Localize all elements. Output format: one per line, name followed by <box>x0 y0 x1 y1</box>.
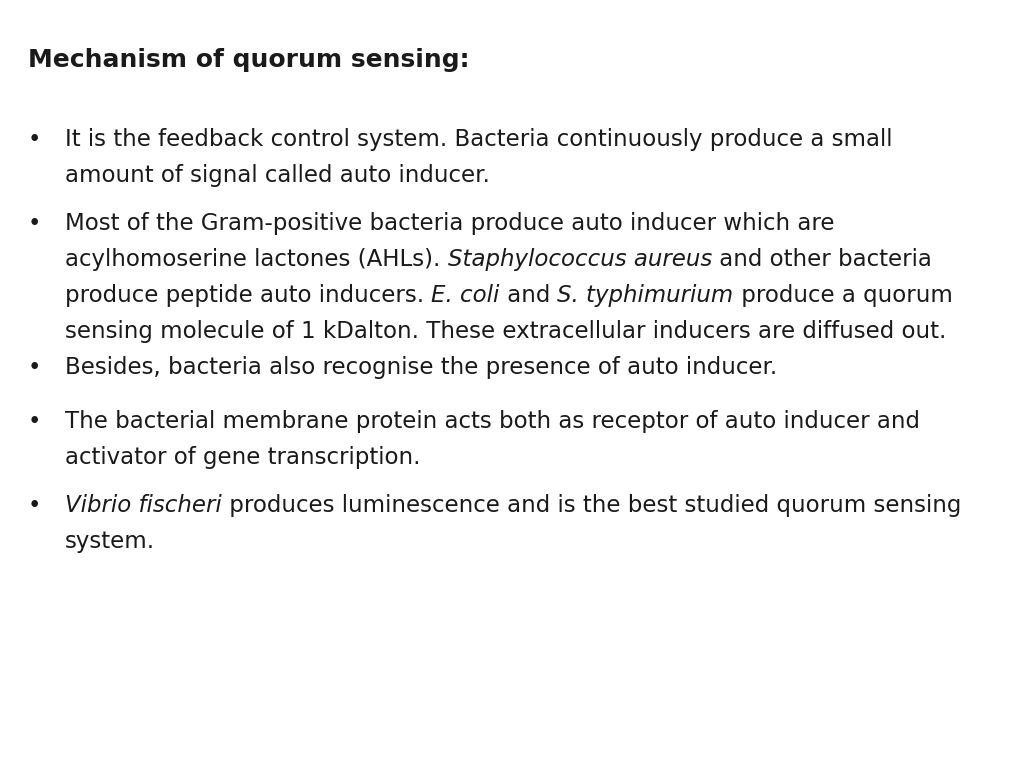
Text: Besides, bacteria also recognise the presence of auto inducer.: Besides, bacteria also recognise the pre… <box>65 356 777 379</box>
Text: The bacterial membrane protein acts both as receptor of auto inducer and: The bacterial membrane protein acts both… <box>65 410 920 433</box>
Text: It is the feedback control system. Bacteria continuously produce a small: It is the feedback control system. Bacte… <box>65 128 893 151</box>
Text: activator of gene transcription.: activator of gene transcription. <box>65 446 421 469</box>
Text: and other bacteria: and other bacteria <box>712 248 932 271</box>
Text: produces luminescence and is the best studied quorum sensing: produces luminescence and is the best st… <box>222 494 962 517</box>
Text: sensing molecule of 1 kDalton. These extracellular inducers are diffused out.: sensing molecule of 1 kDalton. These ext… <box>65 320 946 343</box>
Text: E. coli: E. coli <box>431 284 500 307</box>
Text: S. typhimurium: S. typhimurium <box>557 284 733 307</box>
Text: Vibrio fischeri: Vibrio fischeri <box>65 494 222 517</box>
Text: Mechanism of quorum sensing:: Mechanism of quorum sensing: <box>28 48 469 72</box>
Text: and: and <box>500 284 557 307</box>
Text: acylhomoserine lactones (AHLs).: acylhomoserine lactones (AHLs). <box>65 248 447 271</box>
Text: •: • <box>28 494 41 517</box>
Text: amount of signal called auto inducer.: amount of signal called auto inducer. <box>65 164 489 187</box>
Text: produce a quorum: produce a quorum <box>733 284 952 307</box>
Text: Staphylococcus aureus: Staphylococcus aureus <box>447 248 712 271</box>
Text: Most of the Gram-positive bacteria produce auto inducer which are: Most of the Gram-positive bacteria produ… <box>65 212 835 235</box>
Text: produce peptide auto inducers.: produce peptide auto inducers. <box>65 284 431 307</box>
Text: system.: system. <box>65 530 155 553</box>
Text: •: • <box>28 212 41 235</box>
Text: •: • <box>28 410 41 433</box>
Text: •: • <box>28 356 41 379</box>
Text: •: • <box>28 128 41 151</box>
